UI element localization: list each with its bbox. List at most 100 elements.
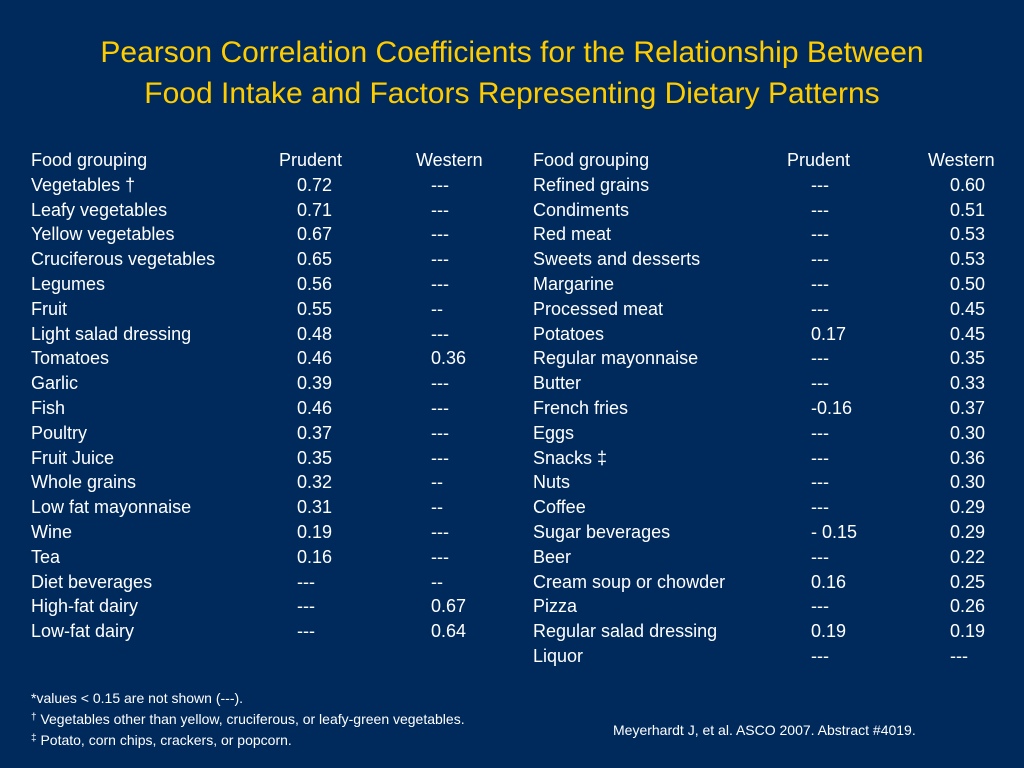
footnotes: *values < 0.15 are not shown (---). † Ve… (31, 688, 465, 750)
food-grouping-cell: Liquor (533, 645, 584, 666)
prudent-value-cell: 0.46 (297, 348, 333, 369)
table-row: High-fat dairy --- 0.67 (31, 594, 493, 619)
table-row: Vegetables † 0.72 --- (31, 173, 493, 198)
prudent-value-cell: 0.31 (297, 497, 333, 518)
western-value-cell: 0.22 (950, 546, 986, 567)
food-grouping-cell: Fruit Juice (31, 447, 115, 468)
table-row: Regular salad dressing 0.19 0.19 (533, 619, 1008, 644)
table-row: Nuts --- 0.30 (533, 470, 1008, 495)
food-grouping-cell: Refined grains (533, 174, 650, 195)
food-grouping-cell: Whole grains (31, 472, 137, 493)
prudent-value-cell: --- (811, 373, 829, 394)
western-value-cell: 0.33 (950, 373, 986, 394)
western-value-cell: --- (431, 273, 449, 294)
prudent-value-cell: --- (811, 348, 829, 369)
prudent-value-cell: 0.67 (297, 224, 333, 245)
table-row: Fish 0.46 --- (31, 396, 493, 421)
western-value-cell: 0.37 (950, 397, 986, 418)
food-grouping-cell: Low-fat dairy (31, 621, 135, 642)
food-grouping-cell: Beer (533, 546, 572, 567)
western-value-cell: -- (431, 571, 443, 592)
food-grouping-cell: Poultry (31, 422, 88, 443)
table-row: Sugar beverages - 0.15 0.29 (533, 520, 1008, 545)
header-prudent: Prudent (787, 150, 851, 170)
prudent-value-cell: -0.16 (811, 397, 853, 418)
table-row: Leafy vegetables 0.71 --- (31, 198, 493, 223)
prudent-value-cell: 0.35 (297, 447, 333, 468)
prudent-value-cell: --- (811, 645, 829, 666)
prudent-value-cell: --- (297, 571, 315, 592)
table-header-row: Food grouping Prudent Western (533, 148, 1008, 173)
prudent-value-cell: --- (811, 596, 829, 617)
prudent-value-cell: --- (811, 298, 829, 319)
footnote-double-dagger-text: Potato, corn chips, crackers, or popcorn… (36, 732, 292, 748)
food-grouping-cell: Nuts (533, 472, 571, 493)
western-value-cell: 0.30 (950, 472, 986, 493)
header-western: Western (416, 150, 483, 170)
prudent-value-cell: --- (811, 422, 829, 443)
table-row: Snacks ‡ --- 0.36 (533, 446, 1008, 471)
table-row: Eggs --- 0.30 (533, 421, 1008, 446)
food-grouping-cell: Garlic (31, 373, 79, 394)
food-grouping-cell: Condiments (533, 199, 630, 220)
food-grouping-cell: Regular mayonnaise (533, 348, 699, 369)
citation: Meyerhardt J, et al. ASCO 2007. Abstract… (613, 722, 916, 738)
table-row: Poultry 0.37 --- (31, 421, 493, 446)
table-row: Sweets and desserts --- 0.53 (533, 247, 1008, 272)
right-correlation-table: Food grouping Prudent Western Refined gr… (533, 148, 1008, 669)
western-value-cell: --- (950, 645, 968, 666)
left-correlation-table: Food grouping Prudent Western Vegetables… (31, 148, 493, 644)
prudent-value-cell: --- (811, 174, 829, 195)
food-grouping-cell: Yellow vegetables (31, 224, 175, 245)
western-value-cell: 0.26 (950, 596, 986, 617)
food-grouping-cell: Sugar beverages (533, 521, 671, 542)
western-value-cell: 0.45 (950, 298, 986, 319)
food-grouping-cell: Potatoes (533, 323, 605, 344)
western-value-cell: 0.29 (950, 497, 986, 518)
table-row: French fries -0.16 0.37 (533, 396, 1008, 421)
western-value-cell: --- (431, 422, 449, 443)
western-value-cell: 0.67 (431, 596, 467, 617)
prudent-value-cell: 0.46 (297, 397, 333, 418)
prudent-value-cell: 0.55 (297, 298, 333, 319)
table-row: Wine 0.19 --- (31, 520, 493, 545)
table-row: Butter --- 0.33 (533, 371, 1008, 396)
food-grouping-cell: Cream soup or chowder (533, 571, 726, 592)
western-value-cell: 0.51 (950, 199, 986, 220)
prudent-value-cell: --- (811, 199, 829, 220)
western-value-cell: 0.30 (950, 422, 986, 443)
western-value-cell: --- (431, 199, 449, 220)
title-line-2: Food Intake and Factors Representing Die… (144, 77, 880, 110)
food-grouping-cell: Legumes (31, 273, 106, 294)
table-row: Fruit 0.55 -- (31, 297, 493, 322)
prudent-value-cell: 0.17 (811, 323, 847, 344)
western-value-cell: 0.53 (950, 249, 986, 270)
slide-title: Pearson Correlation Coefficients for the… (0, 32, 1024, 114)
western-value-cell: -- (431, 472, 443, 493)
table-row: Processed meat --- 0.45 (533, 297, 1008, 322)
table-row: Regular mayonnaise --- 0.35 (533, 346, 1008, 371)
prudent-value-cell: --- (811, 497, 829, 518)
western-value-cell: --- (431, 323, 449, 344)
footnote-dagger-text: Vegetables other than yellow, cruciferou… (36, 711, 465, 727)
western-value-cell: -- (431, 298, 443, 319)
western-value-cell: 0.60 (950, 174, 986, 195)
prudent-value-cell: 0.19 (811, 621, 847, 642)
prudent-value-cell: 0.39 (297, 373, 333, 394)
prudent-value-cell: --- (811, 546, 829, 567)
table-row: Diet beverages --- -- (31, 570, 493, 595)
food-grouping-cell: Fish (31, 397, 66, 418)
prudent-value-cell: 0.32 (297, 472, 333, 493)
western-value-cell: --- (431, 373, 449, 394)
table-header-row: Food grouping Prudent Western (31, 148, 493, 173)
western-value-cell: 0.36 (431, 348, 467, 369)
western-value-cell: 0.36 (950, 447, 986, 468)
header-food-grouping: Food grouping (31, 150, 148, 170)
double-dagger-mark: ‡ (31, 733, 37, 744)
western-value-cell: --- (431, 447, 449, 468)
prudent-value-cell: 0.16 (297, 546, 333, 567)
food-grouping-cell: Pizza (533, 596, 578, 617)
western-value-cell: 0.29 (950, 521, 986, 542)
prudent-value-cell: --- (811, 472, 829, 493)
western-value-cell: 0.25 (950, 571, 986, 592)
